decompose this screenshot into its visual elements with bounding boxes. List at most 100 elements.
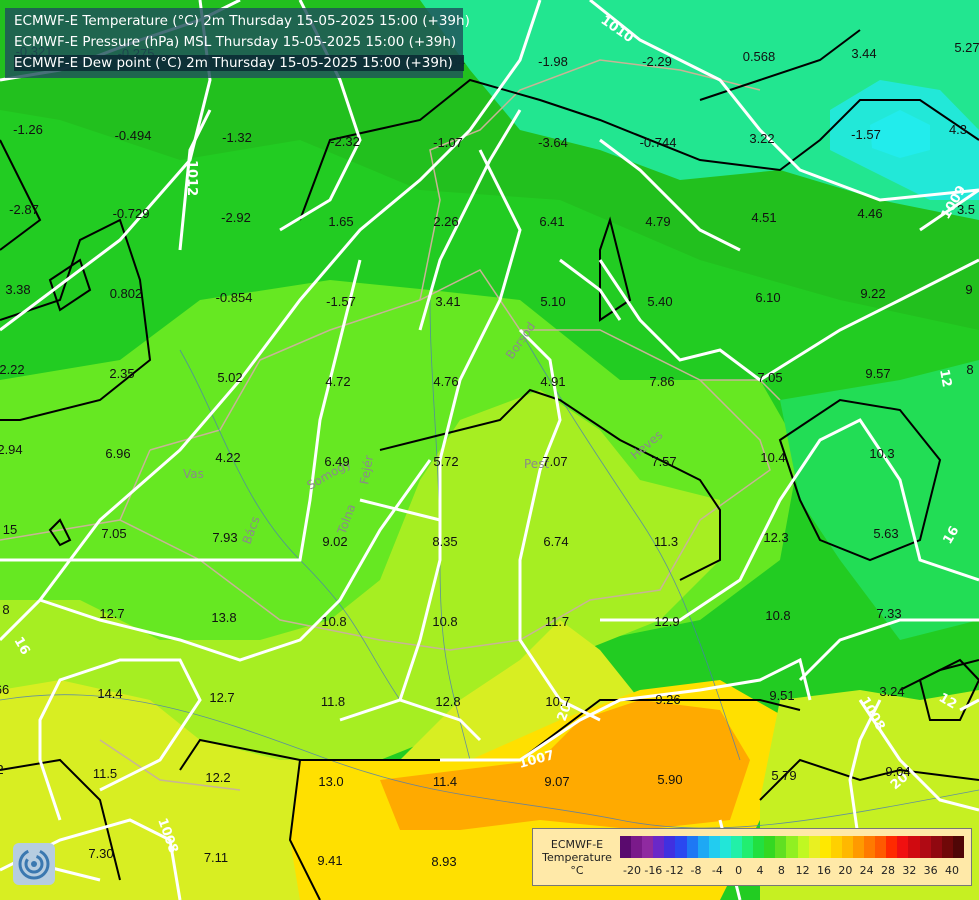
legend-swatch [742, 836, 754, 858]
map-value-label: 7.33 [876, 606, 901, 621]
map-value-label: 5.40 [647, 294, 672, 309]
map-value-label: 4.3 [949, 122, 967, 137]
map-value-label: 12.3 [763, 530, 788, 545]
map-value-label: 9 [965, 282, 972, 297]
map-value-label: 4.72 [325, 374, 350, 389]
map-value-label: 11.5 [93, 766, 117, 781]
legend-tick-label: -16 [644, 864, 663, 877]
map-value-label: -2.32 [330, 134, 360, 149]
map-value-label: 9.22 [860, 286, 885, 301]
legend-swatch [952, 836, 964, 858]
map-value-label: 0.568 [743, 49, 776, 64]
map-value-label: 4.22 [215, 450, 240, 465]
map-value-label: -2.29 [642, 54, 672, 69]
temperature-legend: ECMWF-E Temperature °C -20 -16 -12 -8 -4 0 4 8 1… [532, 828, 972, 886]
field-cyan-inner [870, 110, 930, 158]
map-value-label: 7.07 [542, 454, 567, 469]
header-line-pressure[interactable]: ECMWF-E Pressure (hPa) MSL Thursday 15-0… [14, 34, 457, 50]
map-value-label: 13.0 [318, 774, 343, 789]
map-value-label: 8.93 [431, 854, 456, 869]
map-value-label: 14.4 [97, 686, 122, 701]
field-teal-north [420, 0, 979, 220]
map-value-label: 5.63 [873, 526, 898, 541]
map-value-label: 4.46 [857, 206, 882, 221]
legend-tick-label: 8 [777, 864, 785, 877]
map-value-label: 9.02 [322, 534, 347, 549]
map-value-label: 2 [0, 762, 4, 777]
map-value-label: 12.2 [205, 770, 230, 785]
map-value-label: -0.854 [216, 290, 253, 305]
map-value-label: 5.72 [433, 454, 458, 469]
legend-swatch [653, 836, 665, 858]
map-value-label: 8.35 [432, 534, 457, 549]
legend-swatch [941, 836, 953, 858]
legend-tick-label: 0 [735, 864, 743, 877]
legend-swatch [897, 836, 909, 858]
map-value-label: 7.93 [212, 530, 237, 545]
legend-tick-label: 16 [817, 864, 831, 877]
legend-swatch [797, 836, 809, 858]
legend-swatch [875, 836, 887, 858]
map-value-label: -1.26 [13, 122, 43, 137]
legend-swatch [686, 836, 698, 858]
legend-swatch [919, 836, 931, 858]
map-value-label: 9.41 [317, 853, 342, 868]
map-value-label: 12.9 [654, 614, 679, 629]
country-borders [0, 59, 781, 791]
map-value-label: -1.32 [222, 130, 252, 145]
place-name: Fejér [357, 454, 376, 485]
map-value-label: -1.07 [433, 135, 463, 150]
legend-title-line: ECMWF-E [550, 838, 604, 851]
legend-tick-label: 40 [945, 864, 959, 877]
legend-swatch [819, 836, 831, 858]
map-value-label: 2.26 [433, 214, 458, 229]
map-value-label: 11.7 [545, 614, 569, 629]
map-value-label: 10.8 [765, 608, 790, 623]
legend-swatch [808, 836, 820, 858]
header-line-dewpoint[interactable]: ECMWF-E Dew point (°C) 2m Thursday 15-05… [14, 55, 464, 71]
legend-swatch [930, 836, 942, 858]
map-value-label: 4.76 [433, 374, 458, 389]
field-orange-core [380, 700, 750, 830]
map-value-label: 12.8 [435, 694, 460, 709]
map-value-label: 6.74 [543, 534, 568, 549]
map-value-label: 11.3 [654, 534, 678, 549]
legend-tick-label: -4 [711, 864, 723, 877]
map-value-label: 10.7 [545, 694, 570, 709]
map-value-label: -1.57 [851, 127, 881, 142]
map-value-label: 6.10 [755, 290, 780, 305]
map-value-label: 11.4 [433, 774, 457, 789]
map-value-label: 5.79 [771, 768, 796, 783]
legend-tick-label: 4 [756, 864, 764, 877]
legend-swatch [830, 836, 842, 858]
field-green-east [780, 360, 979, 640]
map-value-label: 2.22 [0, 362, 25, 377]
map-value-label: 11.8 [321, 694, 345, 709]
map-value-label: -3.64 [538, 135, 568, 150]
header-panel: ECMWF-E Temperature (°C) 2m Thursday 15-… [5, 8, 470, 78]
map-value-label: -1.98 [538, 54, 568, 69]
map-value-label: -0.729 [113, 206, 150, 221]
legend-tick-label: -12 [665, 864, 684, 877]
legend-swatch [697, 836, 709, 858]
map-value-label: 0.802 [110, 286, 143, 301]
header-line-temperature[interactable]: ECMWF-E Temperature (°C) 2m Thursday 15-… [14, 13, 470, 29]
map-value-label: 7.30 [88, 846, 113, 861]
legend-swatch [620, 836, 632, 858]
legend-title: ECMWF-E Temperature °C [537, 838, 617, 877]
map-value-label: 3.5 [957, 202, 975, 217]
map-value-label: 5.27 [954, 40, 979, 55]
map-value-label: 5.10 [540, 294, 565, 309]
map-value-label: 3.24 [879, 684, 904, 699]
legend-title-line: Temperature [542, 851, 612, 864]
map-value-label: 7.11 [204, 850, 228, 865]
legend-swatch [786, 836, 798, 858]
map-value-label: 2.94 [0, 442, 23, 457]
legend-swatch [675, 836, 687, 858]
legend-tick-label: 28 [881, 864, 895, 877]
map-value-label: -1.57 [326, 294, 356, 309]
map-value-label: 7.57 [651, 454, 676, 469]
legend-tick-label: 36 [923, 864, 938, 877]
map-value-label: 3.38 [5, 282, 30, 297]
